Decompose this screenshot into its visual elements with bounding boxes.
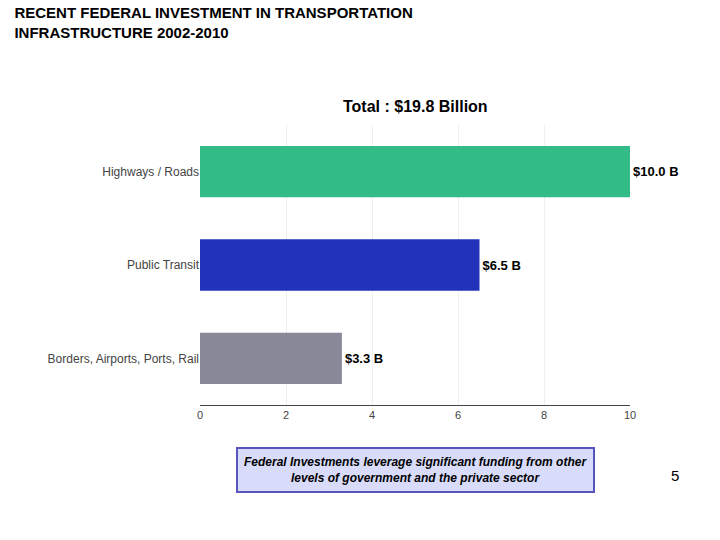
svg-text:6: 6: [455, 409, 461, 421]
svg-text:Borders, Airports, Ports, Rail: Borders, Airports, Ports, Rail: [48, 352, 199, 366]
svg-text:2: 2: [283, 409, 289, 421]
svg-text:Federal Investments leverage s: Federal Investments leverage significant…: [244, 455, 587, 485]
svg-text:0: 0: [197, 409, 203, 421]
svg-text:$3.3 B: $3.3 B: [345, 351, 383, 366]
svg-text:10: 10: [624, 409, 636, 421]
svg-text:5: 5: [671, 467, 679, 484]
svg-text:Total : $19.8 Billion: Total : $19.8 Billion: [343, 98, 488, 115]
svg-text:8: 8: [541, 409, 547, 421]
svg-text:4: 4: [369, 409, 375, 421]
svg-text:Highways / Roads: Highways / Roads: [102, 165, 199, 179]
svg-text:$10.0 B: $10.0 B: [633, 164, 679, 179]
svg-text:$6.5 B: $6.5 B: [483, 258, 521, 273]
svg-text:Public Transit: Public Transit: [127, 258, 200, 272]
svg-text:RECENT FEDERAL INVESTMENT IN T: RECENT FEDERAL INVESTMENT IN TRANSPORTAT…: [14, 4, 412, 41]
